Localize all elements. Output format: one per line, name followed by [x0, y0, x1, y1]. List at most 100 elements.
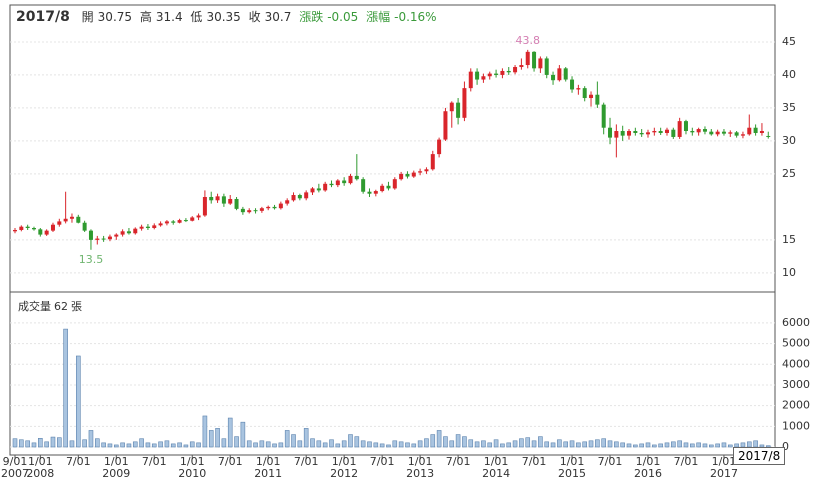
x-tick-label: 7/01	[446, 455, 471, 468]
candle-body	[582, 88, 587, 99]
volume-bar	[506, 442, 512, 448]
volume-bar	[677, 440, 682, 448]
volume-bar	[481, 440, 486, 448]
candle-body	[437, 139, 442, 155]
volume-bar	[563, 441, 569, 448]
y-tick-label: 30	[782, 134, 796, 147]
candle-body	[247, 210, 252, 213]
candle-body	[557, 68, 562, 81]
x-tick-label: 1/01	[180, 455, 205, 468]
y-tick-label: 45	[782, 35, 796, 48]
candle-body	[759, 131, 764, 133]
volume-tick-label: 6000	[782, 316, 810, 329]
volume-bar	[715, 443, 720, 448]
candle-body	[399, 173, 404, 180]
candle-body	[766, 135, 771, 137]
volume-bar	[671, 441, 676, 448]
volume-bar	[208, 430, 214, 448]
year-label: 2013	[406, 467, 434, 480]
x-tick-label: 1/01	[28, 455, 53, 468]
volume-bar	[557, 439, 562, 448]
volume-bar	[367, 441, 372, 448]
year-label: 2009	[102, 467, 130, 480]
candle-body	[190, 217, 195, 221]
volume-bar	[259, 440, 265, 448]
candle-body	[253, 210, 258, 212]
candle-body	[126, 231, 131, 234]
date: 2017/8	[16, 9, 70, 25]
year-label: 2007	[1, 467, 29, 480]
candle-body	[658, 131, 663, 133]
x-tick-label: 1/01	[636, 455, 661, 468]
candle-body	[13, 229, 17, 232]
candle-body	[304, 192, 309, 199]
volume-bar	[500, 443, 505, 448]
volume-bar	[120, 442, 125, 448]
volume-bar	[721, 442, 727, 448]
candle-body	[430, 154, 435, 170]
volume-bar	[335, 443, 341, 448]
volume-bar	[57, 437, 62, 448]
candle-body	[563, 68, 568, 80]
volume-bar	[234, 436, 239, 448]
candle-body	[196, 215, 201, 218]
volume-bar	[101, 442, 106, 448]
candle-body	[551, 74, 556, 81]
x-tick-label: 1/01	[560, 455, 585, 468]
volume-bar	[316, 440, 322, 448]
candle-body	[76, 216, 81, 223]
candle-body	[671, 129, 676, 137]
candle-body	[57, 221, 62, 225]
candle-body	[367, 191, 372, 194]
high: 31.4	[155, 10, 183, 24]
candle-body	[272, 206, 277, 209]
volume-bar	[626, 443, 632, 448]
candle-body	[683, 121, 688, 132]
volume-bar	[221, 438, 227, 448]
candle-body	[291, 195, 296, 201]
volume-bar	[652, 444, 657, 448]
candle-body	[171, 221, 176, 223]
x-tick-label: 1/01	[256, 455, 281, 468]
min-label: 13.5	[79, 253, 104, 266]
volume-bar	[519, 438, 524, 448]
volume-bar	[44, 441, 49, 448]
y-tick-label: 35	[782, 101, 796, 114]
candle-body	[519, 65, 524, 68]
volume-bar	[373, 442, 379, 448]
volume-bar	[614, 441, 619, 448]
candle-body	[639, 132, 644, 135]
volume-bar	[177, 442, 182, 448]
volume-bar	[379, 443, 385, 448]
candle-body	[608, 127, 613, 138]
volume-bar	[303, 428, 309, 448]
candle-body	[728, 132, 733, 134]
volume-bar	[601, 438, 606, 448]
change-pct-label: 漲幅	[366, 10, 391, 24]
x-tick-label: 1/01	[712, 455, 737, 468]
volume-bar	[386, 444, 391, 448]
y-tick-label: 15	[782, 233, 796, 246]
volume-bar	[569, 440, 575, 448]
candle-body	[570, 79, 575, 90]
candle-body	[50, 224, 55, 231]
volume-bar	[582, 441, 588, 448]
candle-body	[316, 188, 321, 191]
year-label: 2011	[254, 467, 282, 480]
volume-bar	[411, 443, 417, 448]
candle-body	[373, 191, 378, 194]
volume-bar	[126, 443, 132, 448]
close: 30.7	[264, 10, 292, 24]
volume-bar	[531, 440, 537, 448]
close-label: 收	[248, 10, 261, 24]
candle-body	[101, 238, 106, 240]
candle-body	[380, 185, 385, 192]
volume-bar	[462, 436, 467, 448]
candle-body	[63, 218, 68, 222]
candle-body	[69, 216, 74, 219]
volume-bar	[588, 440, 594, 448]
price-pane	[9, 4, 776, 293]
candle-body	[240, 208, 245, 213]
candle-body	[221, 196, 226, 204]
